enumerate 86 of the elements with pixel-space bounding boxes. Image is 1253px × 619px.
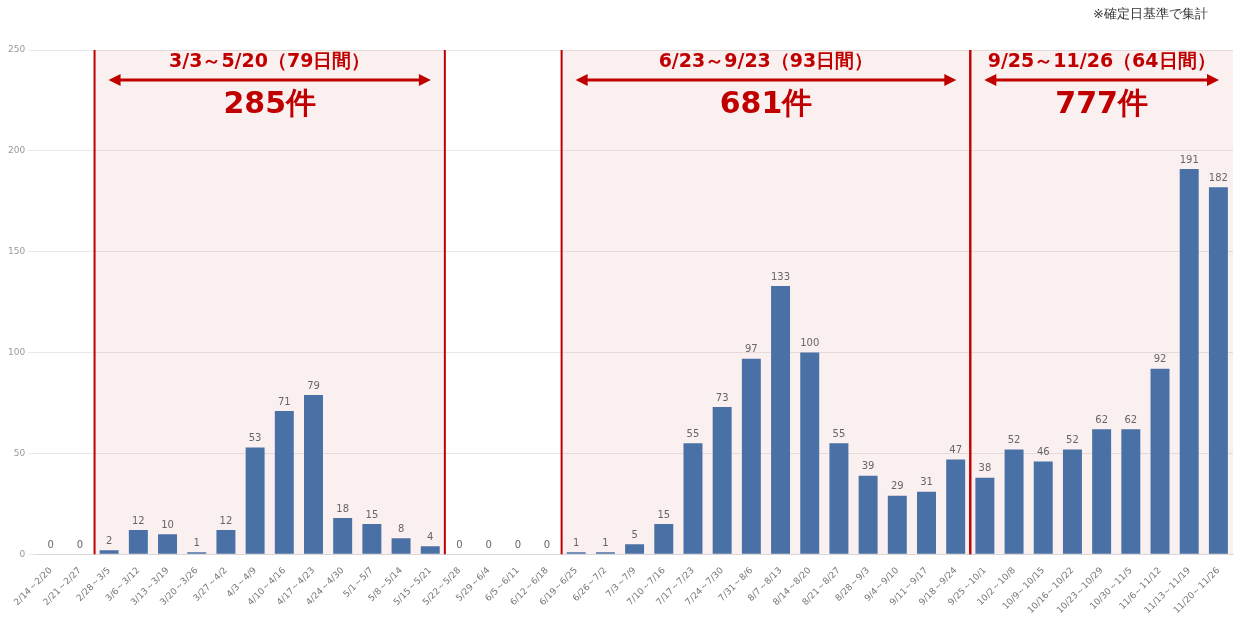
data-label: 46 xyxy=(1036,446,1050,458)
data-label: 38 xyxy=(978,462,992,474)
data-label: 31 xyxy=(920,476,933,488)
bar xyxy=(683,443,703,554)
bar xyxy=(1092,429,1112,554)
data-label: 55 xyxy=(686,427,700,439)
data-label: 92 xyxy=(1153,353,1167,365)
bar xyxy=(1179,169,1199,554)
annotation: 777件 xyxy=(1055,84,1148,120)
bar xyxy=(99,550,119,554)
bar xyxy=(1033,461,1053,554)
bar xyxy=(420,546,440,554)
bar xyxy=(975,477,995,554)
data-label: 97 xyxy=(744,343,758,355)
bar xyxy=(1208,187,1228,554)
data-label: 53 xyxy=(248,432,262,443)
bar xyxy=(1150,368,1170,554)
y-tick-label: 0 xyxy=(19,548,26,559)
band-label: 3/3～5/20（79日間） xyxy=(168,49,371,72)
y-tick-label: 150 xyxy=(7,246,26,257)
data-label: 15 xyxy=(657,508,671,520)
y-tick-label: 50 xyxy=(13,447,26,458)
bar xyxy=(274,411,294,554)
data-label: 2 xyxy=(105,534,113,546)
data-label: 29 xyxy=(890,480,904,492)
bar xyxy=(829,443,849,554)
bar xyxy=(333,518,353,554)
band-label: 9/25～11/26（64日間） xyxy=(987,49,1216,72)
bar xyxy=(946,459,966,554)
data-label: 0 xyxy=(76,538,84,550)
data-label: 15 xyxy=(365,508,379,520)
bar xyxy=(362,524,382,554)
data-label: 4 xyxy=(427,530,434,542)
data-label: 191 xyxy=(1179,153,1199,165)
data-label: 0 xyxy=(47,538,54,550)
data-label: 0 xyxy=(485,538,492,550)
bar xyxy=(1062,449,1082,554)
bar xyxy=(858,475,878,554)
data-label: 62 xyxy=(1095,413,1109,425)
bar xyxy=(1121,429,1141,554)
bar xyxy=(216,530,236,554)
y-tick-label: 250 xyxy=(7,44,26,55)
bar xyxy=(128,530,148,554)
data-label: 1 xyxy=(193,536,200,548)
data-label: 0 xyxy=(543,538,551,550)
bar xyxy=(800,352,820,554)
data-label: 133 xyxy=(771,270,791,282)
annotation: 285件 xyxy=(223,84,317,120)
data-label: 0 xyxy=(456,538,463,550)
bar xyxy=(391,538,411,554)
data-label: 0 xyxy=(514,538,522,550)
bar xyxy=(654,524,674,554)
data-label: 79 xyxy=(307,379,320,391)
data-label: 5 xyxy=(631,528,638,540)
data-label: 55 xyxy=(832,427,846,439)
data-label: 12 xyxy=(219,514,233,526)
bar xyxy=(712,407,732,554)
data-label: 39 xyxy=(861,460,875,472)
y-tick-label: 200 xyxy=(7,145,26,156)
data-label: 47 xyxy=(949,444,963,456)
band-label: 6/23～9/23（93日間） xyxy=(658,49,874,72)
data-label: 73 xyxy=(715,391,729,403)
bar xyxy=(771,286,791,554)
y-tick-label: 100 xyxy=(7,346,26,357)
bar xyxy=(1004,449,1024,554)
bar xyxy=(625,544,645,554)
bar xyxy=(917,491,936,554)
data-label: 8 xyxy=(397,522,405,534)
data-label: 182 xyxy=(1208,171,1228,183)
data-label: 1 xyxy=(602,536,609,548)
bar xyxy=(741,358,761,554)
annotation: 681件 xyxy=(719,84,813,120)
data-label: 18 xyxy=(336,502,350,514)
data-label: 62 xyxy=(1124,413,1138,425)
data-label: 10 xyxy=(161,518,174,530)
data-label: 100 xyxy=(800,337,820,349)
data-label: 71 xyxy=(277,395,291,407)
data-label: 52 xyxy=(1066,434,1079,446)
bar xyxy=(158,534,178,554)
bar xyxy=(245,447,265,554)
data-label: 12 xyxy=(131,514,145,526)
data-label: 1 xyxy=(573,536,580,548)
text: ※確定日基準で集計 xyxy=(1093,5,1208,21)
data-label: 52 xyxy=(1007,434,1021,446)
bar xyxy=(304,394,323,554)
bar xyxy=(887,495,907,554)
